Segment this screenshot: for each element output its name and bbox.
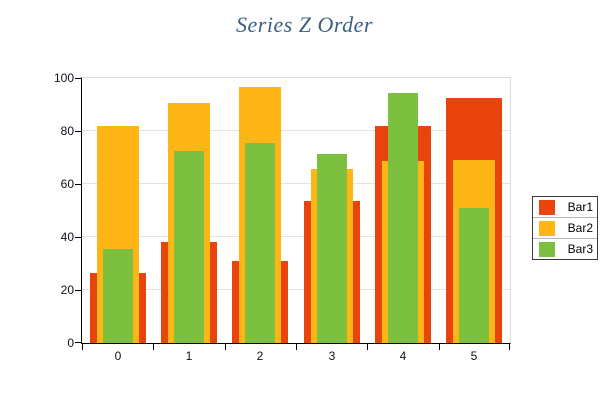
gridline-y20	[82, 289, 510, 290]
x-axis-tick-0	[82, 344, 83, 350]
plot-area: 0 20 40 60 80 100 0 1 2 3 4 5	[54, 72, 511, 363]
x-axis-tick-5	[439, 344, 440, 350]
legend-label-bar3: Bar3	[567, 242, 593, 256]
y-axis-tick-0	[75, 342, 81, 343]
bar-bar3-cat5	[459, 208, 489, 343]
bar-bar3-cat3	[317, 154, 347, 343]
legend-item-bar3: Bar3	[533, 238, 597, 259]
legend-swatch-bar3	[539, 241, 555, 257]
chart-title: Series Z Order	[236, 12, 373, 37]
x-axis-label-0: 0	[114, 349, 122, 363]
legend-swatch-bar2	[539, 220, 555, 236]
x-axis-label-1: 1	[185, 349, 193, 363]
y-axis-tick-60	[75, 184, 81, 185]
legend-label-bar2: Bar2	[567, 221, 593, 235]
y-axis-tick-80	[75, 131, 81, 132]
legend: Bar1 Bar2 Bar3	[532, 196, 598, 260]
bar-bar3-cat4	[388, 93, 418, 343]
gridline-y40	[82, 236, 510, 237]
x-axis-label-5: 5	[470, 349, 478, 363]
y-axis-label-60: 60	[60, 177, 74, 191]
x-axis-label-3: 3	[328, 349, 336, 363]
gridline-y80	[82, 130, 510, 131]
gridline-y60	[82, 183, 510, 184]
x-axis-tick-3	[296, 344, 297, 350]
bar-bar3-cat1	[174, 151, 204, 343]
x-axis-tick-4	[367, 344, 368, 350]
x-axis-label-4: 4	[399, 349, 407, 363]
legend-label-bar1: Bar1	[567, 200, 593, 214]
legend-swatch-bar1	[539, 199, 555, 215]
y-axis-label-20: 20	[60, 283, 74, 297]
y-axis-tick-100	[75, 78, 81, 79]
y-axis-label-80: 80	[60, 124, 74, 138]
legend-item-bar1: Bar1	[533, 197, 597, 217]
bar-bar3-cat2	[245, 143, 275, 343]
x-axis-label-2: 2	[256, 349, 264, 363]
legend-item-bar2: Bar2	[533, 217, 597, 238]
y-axis-label-100: 100	[53, 71, 74, 85]
x-axis-tick-2	[225, 344, 226, 350]
x-axis-tick-1	[153, 344, 154, 350]
y-axis-tick-20	[75, 290, 81, 291]
bar-bar3-cat0	[103, 249, 133, 343]
y-axis-label-40: 40	[60, 230, 74, 244]
y-axis-tick-40	[75, 237, 81, 238]
x-axis-tick-6	[509, 344, 510, 350]
y-axis-label-0: 0	[67, 336, 74, 350]
